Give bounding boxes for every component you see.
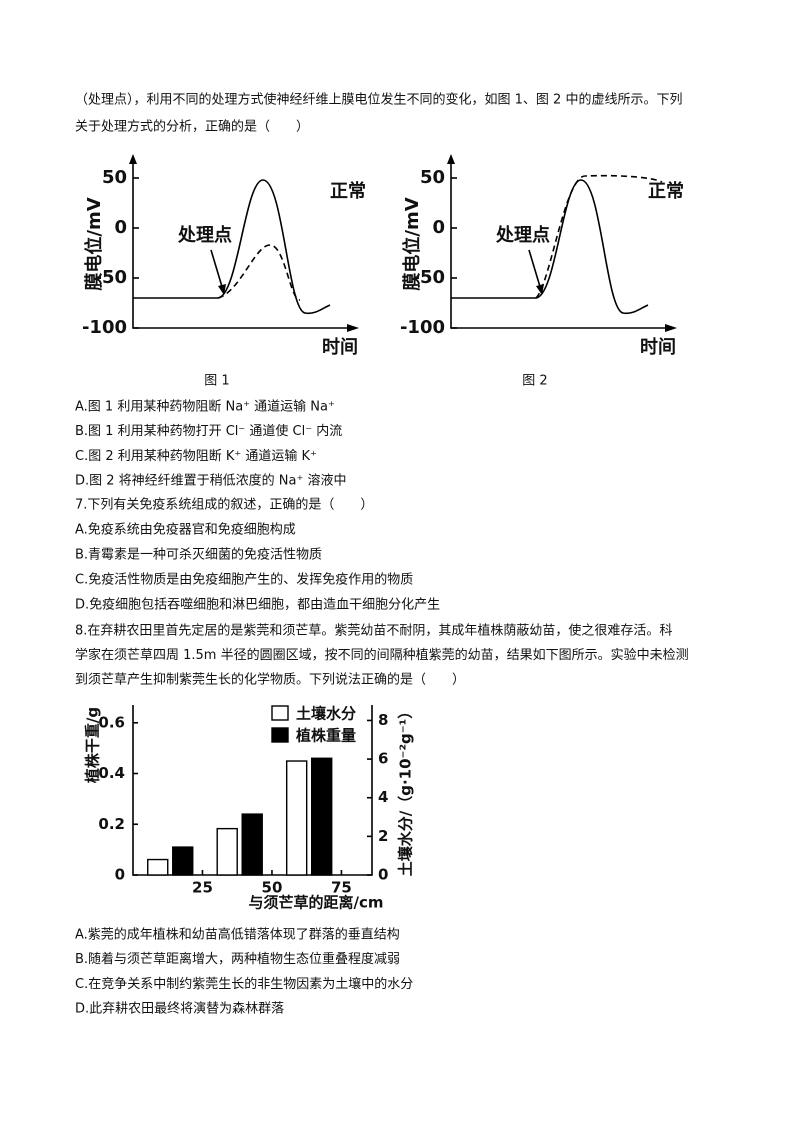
option: D.图 2 将神经纤维置于稍低浓度的 Na⁺ 溶液中 [75,473,347,489]
y-tick-label: -100 [82,317,127,338]
y-tick-label: -50 [94,267,127,288]
y-tick-label: 0 [432,217,445,238]
option: A.图 1 利用某种药物阻断 Na⁺ 通道运输 Na⁺ [75,399,335,415]
option: D.免疫细胞包括吞噬细胞和淋巴细胞，都由造血干细胞分化产生 [75,597,440,613]
normal-curve [133,179,331,315]
arrow [447,154,677,332]
question-stem: 到须芒草产生抑制紫莞生长的化学物质。下列说法正确的是（ ） [75,672,465,688]
pointer [210,249,224,291]
bar [147,858,169,876]
y-tick-label: -50 [412,267,445,288]
bar [310,757,333,876]
bar [216,827,238,876]
x-axis-label: 与须芒草的距离/cm [248,894,383,912]
x-tick-label: 75 [331,879,352,897]
question-stem: （处理点），利用不同的处理方式使神经纤维上膜电位发生不同的变化，如图 1、图 2… [75,92,682,108]
y2-tick-label: 2 [378,827,388,845]
option: B.随着与须芒草距离增大，两种植物生态位重叠程度减弱 [75,951,400,967]
y-axis-label: 膜电位/mV [401,197,423,291]
curve-label: 正常 [648,180,684,202]
y2-tick-label: 8 [378,711,388,729]
legend-label: 土壤水分 [296,705,356,723]
y-tick-label: 0 [115,866,125,884]
y2-axis-label: 土壤水分/（g·10⁻²g⁻¹） [397,704,415,877]
legend-swatch [271,727,289,743]
curve-label: 处理点 [495,224,550,246]
option: C.免疫活性物质是由免疫细胞产生的、发挥免疫作用的物质 [75,572,413,588]
option: B.图 1 利用某种药物打开 Cl⁻ 通道使 Cl⁻ 内流 [75,423,342,439]
y2-tick-label: 6 [378,750,388,768]
treated-curve [535,174,663,299]
bar-chart: 0 0.2 0.4 0.6 0 2 4 6 8 25 50 75 植株干重/g 土壤水分/（g·10⁻²g… [84,704,415,912]
y-tick-label: 50 [420,167,445,188]
pointer-head [218,284,226,295]
y-tick-label: 0.6 [98,713,125,731]
x-axis-label: 时间 [640,337,676,358]
y2-tick-label: 0 [378,866,388,884]
y-tick-label: 0.4 [98,764,125,782]
y-tick-label: 50 [102,167,127,188]
pointer [528,249,542,291]
y-tick-label: 0.2 [98,815,125,833]
option: D.此弃耕农田最终将演替为森林群落 [75,1001,284,1017]
curve-label: 处理点 [177,224,232,246]
option: A.紫莞的成年植株和幼苗高低错落体现了群落的垂直结构 [75,927,400,943]
legend-swatch [271,705,289,721]
question-stem: 7.下列有关免疫系统组成的叙述，正确的是（ ） [75,497,373,513]
arrow [129,154,359,332]
normal-curve [451,179,649,315]
bar [172,846,194,876]
bar [241,813,263,876]
option: A.免疫系统由免疫器官和免疫细胞构成 [75,522,296,538]
question-stem: 8.在弃耕农田里首先定居的是紫莞和须芒草。紫莞幼苗不耐阴，其成年植株荫蔽幼苗，使… [75,623,672,639]
question-stem: 学家在须芒草四周 1.5m 半径的圆圈区域，按不同的间隔种植紫莞的幼苗，结果如下… [75,647,689,663]
x-tick-label: 50 [262,879,283,897]
y-tick-label: 0 [114,217,127,238]
legend-label: 植株重量 [296,727,356,745]
axis [450,156,673,329]
option: B.青霉素是一种可杀灭细菌的免疫活性物质 [75,547,322,563]
bar [285,760,308,876]
axis [132,156,355,329]
question-stem: 关于处理方式的分析，正确的是（ ） [75,119,309,135]
option: C.图 2 利用某种药物阻断 K⁺ 通道运输 K⁺ [75,448,317,464]
y-axis-label: 植株干重/g [84,707,102,783]
figure-caption: 图 1 [204,374,229,389]
y2-tick-label: 4 [378,788,388,806]
figure-caption: 图 2 [522,374,547,389]
treated-curve [217,244,301,301]
curve-label: 正常 [330,180,366,202]
option: C.在竞争关系中制约紫莞生长的非生物因素为土壤中的水分 [75,976,413,992]
x-axis-label: 时间 [322,337,358,358]
x-tick-label: 25 [192,879,213,897]
y-tick-label: -100 [400,317,445,338]
y-axis-label: 膜电位/mV [83,197,105,291]
